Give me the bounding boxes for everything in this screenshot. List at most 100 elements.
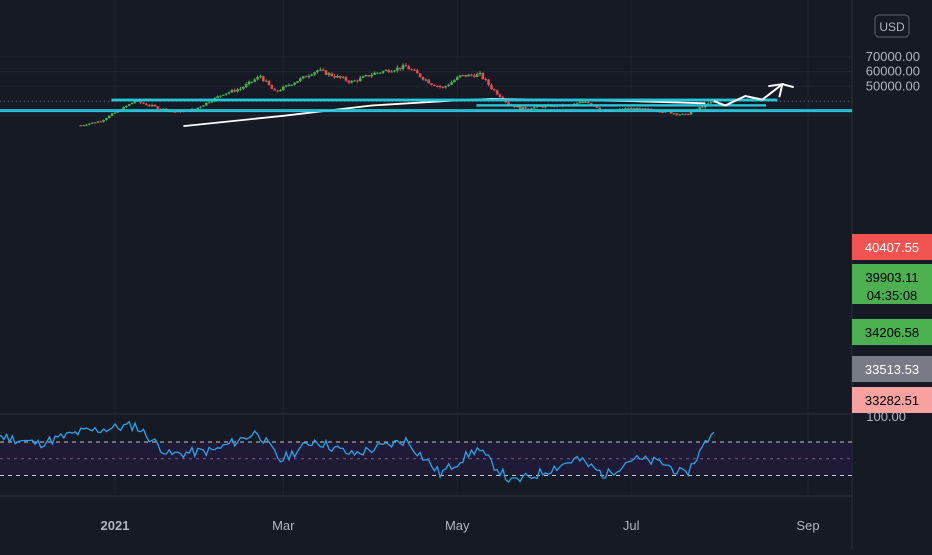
projection-path[interactable] [713, 83, 794, 107]
time-tick-label: Mar [272, 518, 295, 533]
candle [287, 83, 291, 87]
candle [421, 76, 425, 81]
currency-button-frame [874, 14, 910, 38]
candle-body [418, 73, 422, 78]
candle-body [341, 77, 345, 79]
candle-body [96, 121, 100, 123]
candle-body [484, 78, 488, 80]
candle-body [433, 84, 436, 86]
candle-body [541, 106, 545, 108]
candle [384, 69, 388, 72]
candle [450, 80, 453, 85]
candle-body [675, 113, 679, 115]
candle-body [410, 69, 413, 71]
candle-body [378, 72, 382, 74]
candle-body [430, 83, 433, 85]
candle [530, 107, 533, 110]
candle [629, 106, 633, 110]
candle-body [216, 96, 219, 98]
candle-body [387, 70, 391, 73]
candle [324, 69, 328, 76]
candle [353, 79, 356, 82]
candle-body [321, 69, 325, 71]
candle-body [139, 100, 142, 103]
candle-body [145, 103, 148, 106]
currency-button[interactable]: USD [874, 14, 910, 38]
candle-body [635, 107, 639, 110]
candle-body [316, 70, 319, 73]
zone-rectangle[interactable] [111, 98, 778, 102]
candle-body [227, 92, 231, 94]
time-axis: 2021 Mar May Jul Sep [101, 518, 820, 533]
price-badges: 40407.55 39903.11 04:35:08 34206.58 33513.53… [852, 234, 932, 413]
candle [202, 105, 205, 107]
price-tick-label: 50000.00 [866, 78, 920, 93]
candle [281, 85, 285, 91]
candle-body [276, 90, 279, 92]
candle [338, 75, 342, 80]
candle [490, 83, 493, 91]
price-badge-bg [852, 286, 932, 304]
candle-body [256, 77, 259, 80]
candle [224, 93, 228, 96]
candle [584, 101, 587, 103]
candle-body [404, 65, 408, 67]
candle [99, 120, 103, 123]
candle [430, 83, 433, 86]
currency-label: USD [879, 20, 905, 34]
candle-body [401, 65, 405, 70]
candle [304, 75, 308, 78]
candle-body [296, 81, 299, 83]
candle [433, 84, 436, 87]
candle [418, 73, 422, 78]
candle [341, 75, 345, 79]
candle-body [102, 119, 105, 122]
candle [356, 79, 359, 83]
price-badge: 39903.11 [852, 264, 932, 290]
candle [216, 95, 219, 99]
candle [575, 102, 579, 105]
candle-body [113, 112, 117, 114]
candle-body [310, 74, 314, 76]
candle [370, 72, 373, 78]
candle-body [367, 75, 371, 77]
candle-body [672, 113, 676, 115]
candle [219, 95, 222, 98]
candle [393, 69, 396, 73]
candle-body [589, 103, 593, 105]
candle-body [524, 107, 527, 109]
candle-body [578, 102, 582, 104]
candle [461, 74, 465, 77]
zone-rectangle[interactable] [476, 104, 766, 107]
candle-body [701, 107, 704, 109]
candle [453, 79, 456, 83]
candle [492, 88, 496, 92]
price-badge-label: 04:35:08 [867, 288, 918, 303]
candle-body [521, 107, 525, 110]
candle-body [598, 107, 602, 110]
candle [470, 73, 473, 77]
price-badge: 33513.53 [852, 356, 932, 382]
time-tick-label: 2021 [101, 518, 130, 533]
candle-body [686, 114, 690, 116]
candle-body [455, 77, 459, 81]
candle-body [279, 90, 282, 92]
candle [336, 74, 339, 79]
candle [327, 71, 331, 77]
candle [438, 85, 442, 89]
price-badge-label: 39903.11 [865, 270, 918, 285]
candle-body [629, 108, 633, 110]
candle [455, 75, 459, 81]
candle-body [530, 108, 533, 110]
candle [498, 93, 502, 98]
candle [259, 74, 262, 79]
candle-body [293, 82, 296, 85]
candle-body [415, 70, 419, 74]
candle-body [458, 75, 462, 78]
candle [473, 73, 476, 78]
rsi-line [0, 420, 715, 483]
candle-body [230, 89, 234, 93]
candle-body [319, 69, 322, 71]
price-badge-bg [852, 319, 932, 345]
